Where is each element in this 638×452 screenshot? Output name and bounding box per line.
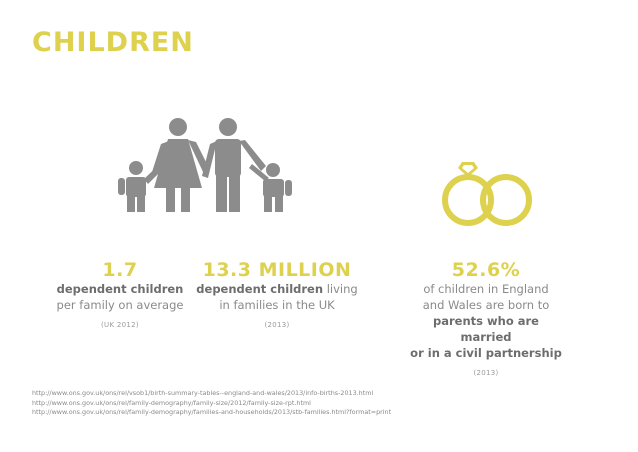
page-title: CHILDREN (32, 27, 194, 58)
stat-note: (2013) (473, 369, 499, 377)
stat-married-parents: 52.6% of children in England and Wales a… (410, 259, 562, 377)
stat-line: in families in the UK (219, 298, 335, 312)
stat-bold-text: dependent children (56, 282, 184, 296)
stat-note: (2013) (264, 321, 290, 329)
stat-children-per-family: 1.7 dependent children per family on ave… (50, 259, 190, 329)
source-link[interactable]: http://www.ons.gov.uk/ons/rel/family-dem… (32, 398, 311, 407)
stat-line: and Wales are born to (422, 298, 550, 312)
source-link[interactable]: http://www.ons.gov.uk/ons/rel/vsob1/birt… (32, 389, 374, 397)
stat-value: 13.3 MILLION (202, 259, 352, 281)
stat-note: (UK 2012) (101, 321, 139, 329)
stat-line: of children in England (423, 282, 549, 296)
stat-text: living (323, 282, 358, 296)
stat-bold-text: or in a civil partnership (410, 346, 562, 360)
wedding-rings-icon (442, 162, 532, 226)
stat-dependent-children: 13.3 MILLION dependent children living i… (196, 259, 358, 329)
stat-bold-text: parents who are married (433, 314, 539, 344)
sources: http://www.ons.gov.uk/ons/rel/vsob1/birt… (32, 389, 391, 418)
stat-value: 1.7 (102, 259, 138, 281)
source-link[interactable]: http://www.ons.gov.uk/ons/rel/family-dem… (32, 408, 392, 416)
stat-bold-text: dependent children (196, 282, 324, 296)
stat-value: 52.6% (451, 259, 521, 281)
family-icon (118, 118, 292, 212)
stat-line: per family on average (56, 298, 184, 312)
